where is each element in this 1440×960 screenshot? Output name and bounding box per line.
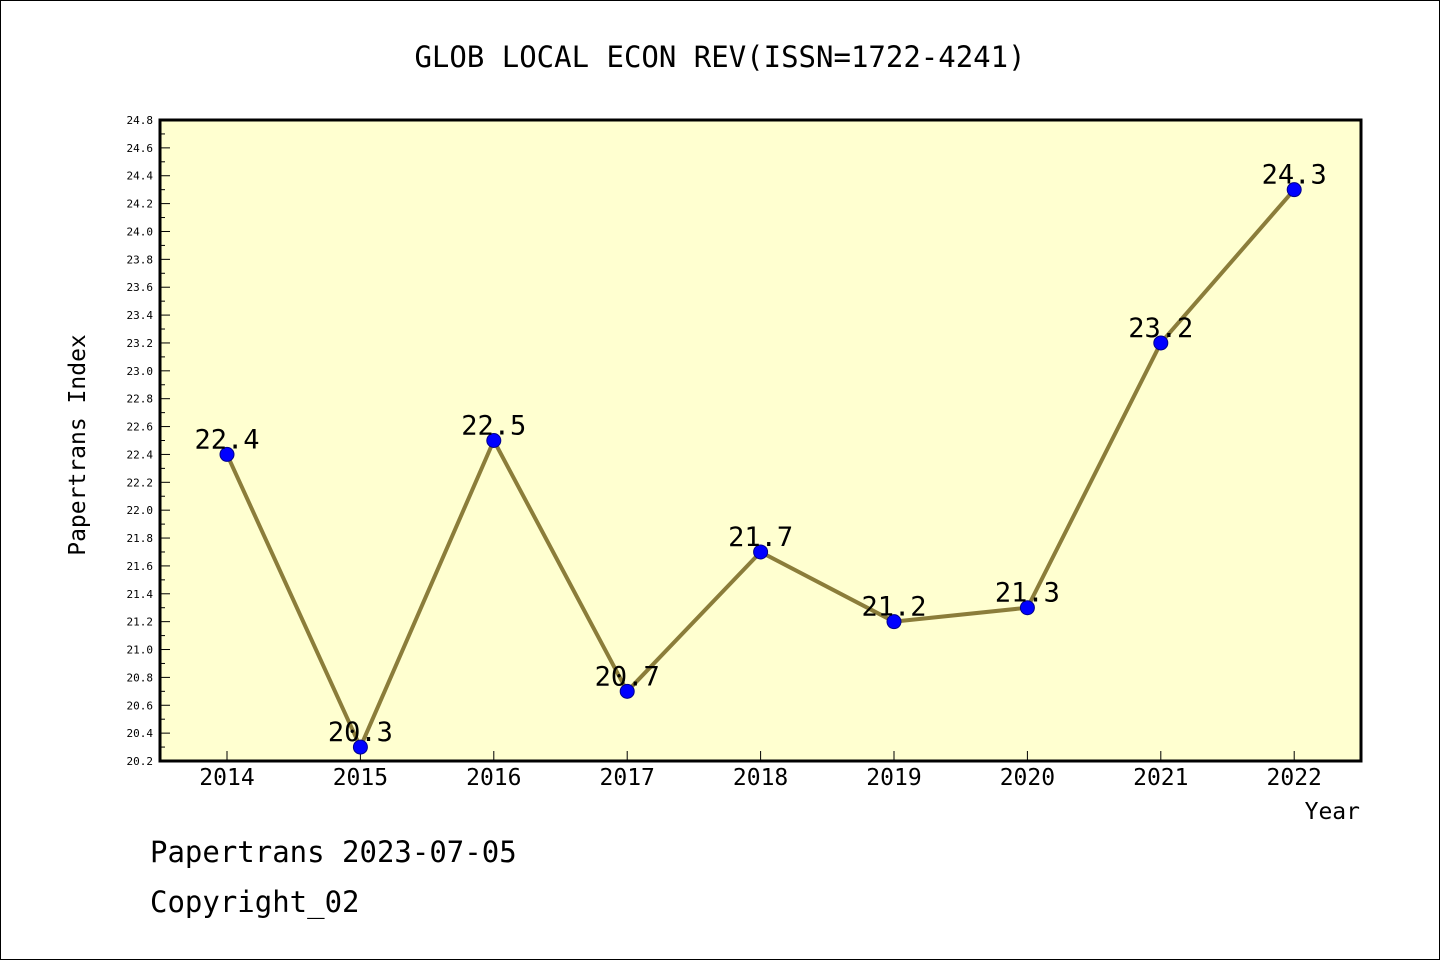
- x-tick-label: 2016: [466, 765, 521, 791]
- x-tick-label: 2022: [1267, 765, 1322, 791]
- y-tick-label: 21.4: [127, 588, 154, 601]
- x-tick-label: 2018: [733, 765, 788, 791]
- y-axis-label: Papertrans Index: [65, 334, 91, 556]
- x-axis: 2014 2015 2016 2017 2018 2019 2020 2021 2022: [199, 751, 1322, 791]
- data-point: [753, 544, 769, 560]
- y-tick-label: 20.8: [127, 671, 154, 684]
- data-point: [352, 739, 368, 755]
- x-tick-label: 2014: [199, 765, 254, 791]
- data-label: 24.3: [1262, 160, 1327, 191]
- y-tick-label: 22.8: [127, 393, 154, 406]
- y-tick-label: 20.2: [127, 755, 154, 768]
- y-tick-label: 23.0: [127, 365, 154, 378]
- data-label: 21.3: [995, 578, 1060, 609]
- chart-title: GLOB LOCAL ECON REV(ISSN=1722-4241): [414, 40, 1025, 74]
- data-label: 22.5: [461, 411, 526, 442]
- y-tick-label: 22.0: [127, 504, 154, 517]
- y-tick-label: 22.4: [127, 448, 154, 461]
- data-point: [486, 433, 502, 448]
- y-tick-label: 24.6: [127, 142, 154, 155]
- x-tick-label: 2019: [866, 765, 921, 791]
- y-tick-label: 24.8: [127, 114, 154, 127]
- footer-copyright: Copyright_02: [150, 885, 360, 919]
- plot-area: [158, 118, 1363, 763]
- y-tick-label: 20.4: [127, 727, 154, 740]
- footer-date: Papertrans 2023-07-05: [150, 835, 517, 869]
- data-label: 21.2: [861, 592, 926, 623]
- y-tick-label: 24.0: [127, 225, 154, 238]
- y-tick-label: 21.6: [127, 560, 154, 573]
- data-point: [1286, 182, 1302, 198]
- x-axis-label: Year: [1305, 799, 1360, 825]
- y-axis: 20.2 20.4 20.6 20.8 21.0 21.2 21.4 21.6 21.8 22.0…: [127, 114, 170, 768]
- y-tick-label: 21.2: [127, 616, 154, 629]
- data-point: [619, 683, 635, 699]
- data-point: [1153, 335, 1169, 351]
- data-label: 23.2: [1128, 313, 1193, 344]
- y-tick-label: 21.0: [127, 644, 154, 657]
- y-tick-label: 22.2: [127, 476, 154, 489]
- data-point: [886, 614, 902, 630]
- data-point: [219, 446, 235, 462]
- x-tick-label: 2021: [1133, 765, 1188, 791]
- y-tick-label: 22.6: [127, 421, 154, 434]
- x-tick-label: 2020: [1000, 765, 1055, 791]
- y-tick-label: 23.8: [127, 253, 154, 266]
- data-labels: 22.4 20.3 22.5 20.7 21.7 21.2 21.3 23.2 24.3: [194, 160, 1326, 748]
- y-tick-label: 24.2: [127, 198, 154, 211]
- data-label: 21.7: [728, 522, 793, 553]
- y-tick-label: 23.6: [127, 281, 154, 294]
- x-tick-label: 2017: [600, 765, 655, 791]
- y-tick-label: 21.8: [127, 532, 154, 545]
- data-point: [1019, 600, 1035, 616]
- data-label: 20.7: [595, 661, 660, 692]
- y-tick-label: 24.4: [127, 170, 154, 183]
- y-tick-label: 20.6: [127, 699, 154, 712]
- data-label: 22.4: [194, 424, 259, 455]
- y-tick-label: 23.4: [127, 309, 154, 322]
- y-tick-label: 23.2: [127, 337, 154, 350]
- data-label: 20.3: [328, 717, 393, 748]
- series-group: [219, 182, 1302, 755]
- x-tick-label: 2015: [333, 765, 388, 791]
